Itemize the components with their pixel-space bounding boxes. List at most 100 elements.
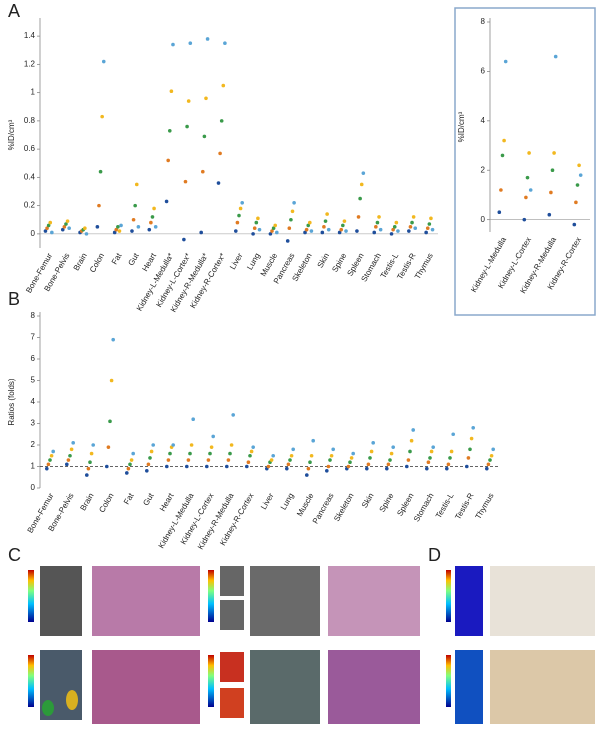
data-point — [572, 222, 577, 227]
data-point — [409, 438, 414, 443]
data-point — [200, 169, 205, 174]
data-point — [325, 469, 329, 473]
data-point — [378, 227, 383, 232]
data-point — [469, 436, 474, 441]
data-point — [86, 466, 91, 471]
data-point — [183, 179, 188, 184]
data-point — [289, 453, 294, 458]
data-point — [407, 229, 411, 233]
colorbar — [28, 570, 34, 622]
ir-image — [455, 566, 483, 636]
data-point — [468, 447, 472, 452]
data-point — [425, 226, 430, 231]
data-point — [522, 217, 527, 222]
x-tick-label: Testis-L — [434, 491, 456, 520]
data-point — [286, 462, 291, 467]
data-point — [486, 462, 491, 467]
data-point — [126, 466, 131, 471]
data-point — [408, 225, 413, 229]
data-point — [211, 434, 215, 439]
data-point — [285, 239, 290, 243]
histology — [328, 566, 420, 636]
data-point — [84, 232, 89, 236]
data-point — [326, 227, 331, 232]
x-tick-label: Gut — [126, 251, 141, 267]
data-point — [374, 225, 378, 229]
data-point — [48, 458, 52, 462]
x-tick-label: Lung — [279, 492, 296, 512]
y-tick-label: 8 — [481, 17, 486, 26]
data-point — [430, 227, 435, 232]
data-point — [405, 464, 409, 469]
data-point — [219, 119, 224, 123]
colorbar — [28, 655, 34, 707]
data-point — [50, 230, 54, 235]
data-point — [500, 153, 505, 158]
data-point — [425, 466, 429, 471]
panel-label: D — [428, 545, 441, 565]
data-point — [377, 215, 381, 219]
data-point — [553, 54, 558, 59]
data-point — [449, 449, 454, 454]
data-point — [169, 89, 174, 94]
data-point — [322, 225, 326, 229]
x-tick-label: Brain — [72, 252, 89, 273]
data-point — [575, 183, 580, 187]
data-point — [147, 227, 152, 232]
histology — [92, 650, 200, 724]
data-point — [166, 458, 171, 462]
y-tick-label: 1 — [31, 88, 36, 97]
data-point — [209, 445, 214, 449]
data-point — [64, 222, 68, 226]
y-axis-label: %ID/cm³ — [457, 111, 466, 142]
data-point — [153, 225, 158, 229]
data-point — [136, 225, 141, 229]
data-point — [342, 219, 347, 223]
data-point — [488, 458, 492, 462]
data-point — [109, 378, 114, 383]
data-point — [549, 190, 553, 195]
data-point — [269, 458, 274, 462]
data-point — [248, 453, 252, 458]
y-tick-label: 4 — [481, 116, 486, 125]
data-point — [69, 447, 74, 452]
y-tick-label: 2 — [31, 440, 36, 449]
data-point — [238, 206, 243, 211]
data-point — [308, 220, 312, 225]
x-tick-label: Brain — [78, 492, 95, 513]
x-tick-label: Colon — [88, 252, 106, 275]
data-point — [62, 225, 67, 229]
data-point — [465, 464, 469, 469]
inset-frame — [454, 7, 596, 316]
data-point — [171, 443, 175, 447]
data-point — [270, 229, 274, 233]
data-point — [389, 451, 394, 456]
data-point — [67, 226, 71, 231]
data-point — [206, 458, 211, 462]
data-point — [292, 201, 296, 205]
x-tick-label: Skin — [316, 252, 332, 270]
data-point — [168, 451, 172, 456]
data-point — [411, 428, 416, 432]
data-point — [108, 419, 112, 424]
data-point — [268, 232, 273, 236]
data-point — [320, 230, 325, 235]
data-point — [182, 237, 186, 242]
x-tick-label: Spine — [378, 491, 396, 514]
data-point — [218, 151, 222, 156]
ihc-image — [490, 650, 595, 724]
data-point — [306, 466, 311, 471]
data-point — [341, 223, 345, 228]
y-axis-label: Ratios (folds) — [7, 378, 16, 425]
data-point — [45, 226, 49, 231]
data-point — [305, 473, 309, 477]
data-point — [91, 443, 95, 447]
y-tick-label: 1.2 — [24, 59, 36, 68]
data-point — [410, 220, 414, 225]
data-point — [101, 59, 106, 64]
data-point — [385, 466, 389, 471]
y-tick-label: 4 — [31, 397, 36, 406]
data-point — [88, 460, 92, 465]
data-point — [431, 445, 436, 449]
data-point — [221, 83, 226, 88]
